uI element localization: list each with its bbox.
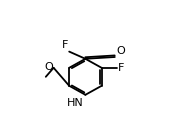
Text: HN: HN [67, 98, 84, 108]
Text: F: F [62, 40, 69, 50]
Text: F: F [118, 63, 124, 73]
Text: O: O [116, 46, 125, 56]
Text: O: O [44, 62, 53, 72]
